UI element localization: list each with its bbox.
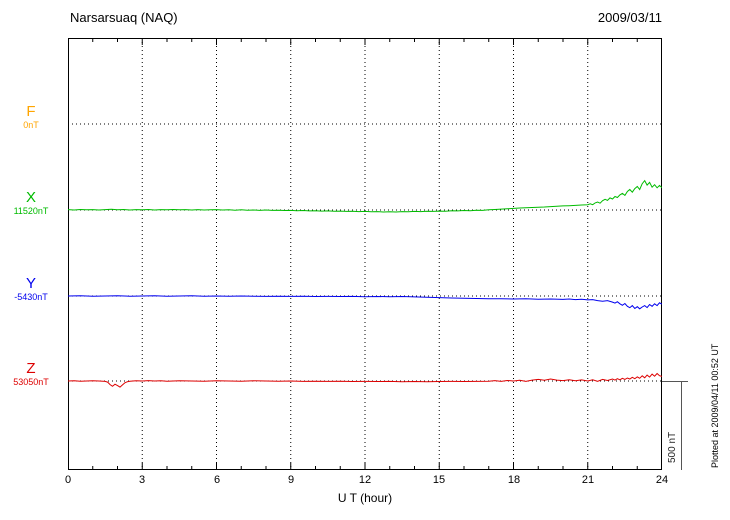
component-baseline-z: 53050nT — [13, 376, 49, 387]
trace-y — [68, 295, 662, 310]
x-tick-label: 18 — [507, 474, 521, 486]
component-group-x: X 11520nT — [0, 189, 62, 216]
x-tick-label: 0 — [64, 474, 72, 486]
x-tick-label: 9 — [287, 474, 295, 486]
component-baseline-f: 0nT — [23, 119, 39, 130]
x-tick-label: 15 — [432, 474, 446, 486]
plotted-at-note: Plotted at 2009/04/11 00:52 UT — [710, 343, 720, 468]
trace-z — [68, 372, 662, 388]
page-title: Narsarsuaq (NAQ) — [70, 10, 178, 25]
x-tick-label: 12 — [358, 474, 372, 486]
x-tick-label: 6 — [213, 474, 221, 486]
trace-x — [68, 179, 662, 213]
date-label: 2009/03/11 — [597, 10, 662, 25]
x-tick-label: 24 — [655, 474, 669, 486]
x-tick-label: 3 — [138, 474, 146, 486]
component-group-y: Y -5430nT — [0, 275, 62, 302]
component-baseline-y: -5430nT — [14, 291, 48, 302]
plot-area — [68, 38, 662, 470]
x-axis-title: U T (hour) — [337, 491, 393, 505]
component-letter-z: Z — [26, 360, 36, 377]
component-group-f: F 0nT — [0, 103, 62, 130]
scale-bar-label: 500 nT — [667, 431, 678, 463]
component-letter-x: X — [25, 189, 36, 206]
component-letter-y: Y — [25, 275, 36, 292]
plot-svg — [68, 38, 662, 470]
scale-bar-line — [681, 381, 682, 470]
component-group-z: Z 53050nT — [0, 360, 62, 387]
component-baseline-x: 11520nT — [13, 205, 49, 216]
x-tick-label: 21 — [581, 474, 595, 486]
component-letter-f: F — [26, 103, 36, 120]
scale-bar-connector — [662, 381, 688, 382]
